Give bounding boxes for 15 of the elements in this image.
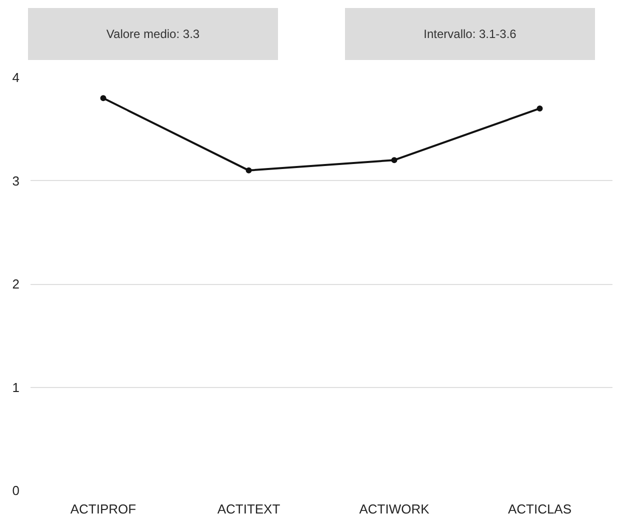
x-tick-label: ACTICLAS (508, 502, 572, 516)
x-tick-label: ACTIWORK (359, 502, 430, 516)
y-tick-label: 4 (12, 70, 20, 85)
x-tick-label: ACTITEXT (217, 502, 280, 516)
y-tick-label: 0 (12, 483, 20, 498)
y-tick-label: 1 (12, 380, 20, 395)
y-tick-label: 3 (12, 173, 20, 188)
text: Intervallo: 3.1-3.6 (424, 26, 516, 43)
text: Valore medio: 3.3 (106, 26, 200, 43)
point (536, 105, 543, 112)
point (391, 157, 398, 164)
point (100, 95, 106, 102)
point (246, 167, 252, 174)
y-tick-label: 2 (12, 276, 20, 292)
x-tick-label: ACTIPROF (70, 502, 136, 516)
